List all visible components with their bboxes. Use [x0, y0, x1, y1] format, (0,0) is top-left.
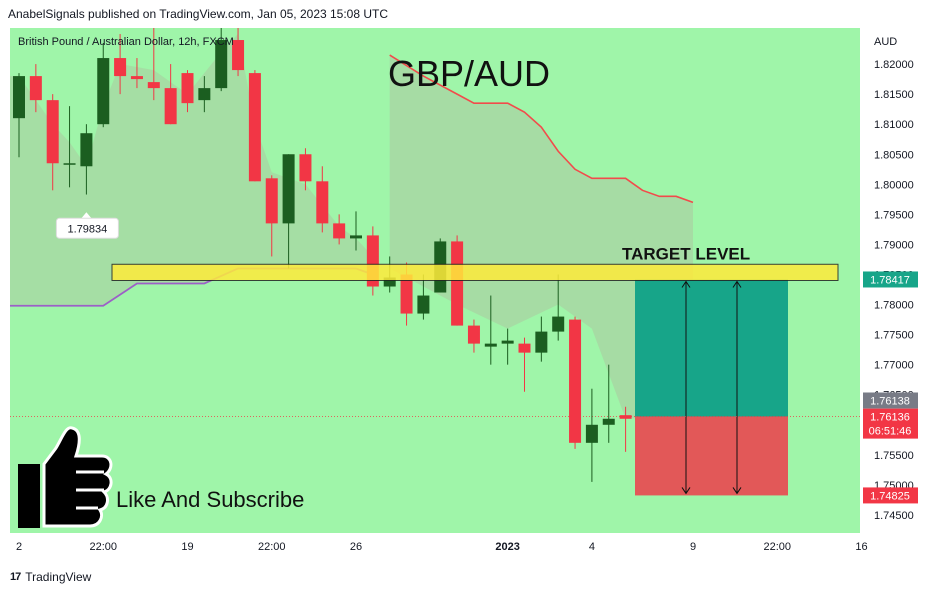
candle-body: [130, 76, 143, 80]
candle-body: [80, 133, 93, 167]
y-tick-label: 1.79500: [874, 209, 914, 221]
price-badge-label-last: 1.76136: [870, 412, 910, 424]
chart-panel[interactable]: TARGET LEVEL GBP/AUD British Pound / Austr…: [10, 28, 928, 560]
candle-body: [333, 223, 346, 239]
price-badge-label-stop: 1.74825: [870, 490, 910, 502]
candle-body: [282, 154, 295, 224]
price-scale-background: [860, 28, 928, 560]
y-tick-label: 1.80000: [874, 179, 914, 191]
y-tick-label: 1.80500: [874, 149, 914, 161]
chart-title: GBP/AUD: [388, 53, 550, 94]
symbol-line: British Pound / Australian Dollar, 12h, …: [18, 36, 234, 48]
y-tick-label: 1.78000: [874, 300, 914, 312]
price-badge-label-timer: 06:51:46: [869, 426, 912, 438]
thumbs-up-icon: [18, 426, 113, 528]
x-tick-label: 2: [16, 541, 22, 553]
candle-body: [484, 343, 497, 347]
arrow-head-up-2: [732, 280, 742, 288]
candle-body: [585, 424, 598, 443]
candle-body: [198, 88, 211, 101]
candle-body: [63, 163, 76, 165]
price-chart[interactable]: TARGET LEVEL GBP/AUD British Pound / Austr…: [10, 28, 928, 560]
tradingview-brand: TradingView: [25, 570, 92, 584]
candle-body: [400, 274, 413, 314]
callout-value: 1.79834: [68, 223, 108, 235]
x-tick-label: 22:00: [89, 541, 117, 553]
x-tick-label: 22:00: [763, 541, 791, 553]
candle-body: [501, 340, 514, 344]
price-badge-timer: [863, 422, 918, 439]
y-tick-label: 1.79000: [874, 239, 914, 251]
moving-average-line: [389, 54, 694, 204]
candle-body: [467, 325, 480, 344]
callout-box: [55, 217, 119, 239]
candle-body: [518, 343, 531, 353]
candle-body: [114, 58, 127, 77]
x-tick-label: 4: [589, 541, 595, 553]
price-badge-target: [863, 271, 918, 288]
y-tick-label: 1.74500: [874, 510, 914, 522]
y-tick-label: 1.77500: [874, 330, 914, 342]
candle-body: [350, 235, 362, 239]
candle-body: [417, 295, 430, 314]
candle-body: [13, 76, 25, 119]
ma-cloud-area: [389, 55, 693, 419]
candle-body: [535, 331, 548, 353]
price-badge-last: [863, 408, 918, 425]
y-tick-label: 1.81500: [874, 89, 914, 101]
price-badge-prev: [863, 392, 918, 409]
arrow-head-down-1: [681, 487, 691, 495]
like-subscribe-text: Like And Subscribe: [116, 487, 304, 512]
price-badge-label-target: 1.78417: [870, 274, 910, 286]
stop-zone: [635, 416, 788, 496]
x-tick-label: 22:00: [258, 541, 286, 553]
candle-body: [147, 82, 160, 89]
candle-body: [451, 241, 464, 326]
candle-body: [619, 415, 632, 419]
candle-body: [316, 181, 329, 224]
callout-pointer: [81, 212, 92, 219]
arrow-head-down-2: [732, 487, 742, 495]
candle-body: [299, 154, 312, 182]
candle-body: [164, 88, 177, 125]
x-tick-label: 16: [855, 541, 867, 553]
candle-body: [248, 73, 261, 182]
candle-body: [215, 40, 228, 89]
y-tick-label: 1.77000: [874, 360, 914, 372]
tradingview-footer[interactable]: 17 TradingView: [10, 570, 91, 584]
price-badge-label-prev: 1.76138: [870, 395, 910, 407]
price-badge-stop: [863, 487, 918, 504]
time-scale-background: [10, 533, 860, 560]
x-tick-label: 26: [350, 541, 362, 553]
x-tick-label: 2023: [495, 541, 519, 553]
x-tick-label: 19: [181, 541, 193, 553]
candle-body: [181, 73, 194, 104]
profit-zone: [635, 279, 788, 417]
candle-body: [569, 319, 582, 443]
publisher-line: AnabelSignals published on TradingView.c…: [8, 7, 389, 21]
target-zone: [111, 263, 839, 281]
target-level-label: TARGET LEVEL: [622, 244, 750, 263]
y-tick-label: 1.81000: [874, 119, 914, 131]
currency-label: AUD: [874, 36, 897, 48]
candle-body: [29, 76, 42, 101]
candle-body: [232, 40, 245, 71]
arrow-head-up-1: [681, 280, 691, 288]
x-tick-label: 9: [690, 541, 696, 553]
candle-body: [383, 277, 396, 287]
candle-body: [46, 100, 59, 164]
candle-body: [265, 178, 278, 224]
tradingview-logo-icon: 17: [10, 571, 21, 583]
y-tick-label: 1.75500: [874, 450, 914, 462]
candle-body: [552, 316, 565, 332]
candle-body: [602, 418, 615, 425]
y-tick-label: 1.82000: [874, 59, 914, 71]
candle-body: [97, 58, 110, 125]
